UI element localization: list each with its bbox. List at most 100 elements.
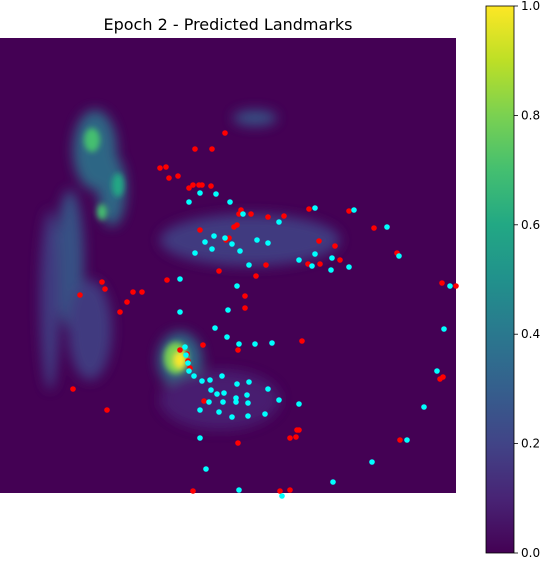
landmark-point	[328, 267, 334, 273]
landmark-point	[212, 325, 218, 331]
landmark-point	[277, 488, 283, 494]
landmark-point	[265, 386, 271, 392]
landmark-point	[183, 352, 189, 358]
landmark-point	[209, 146, 215, 152]
landmark-point	[77, 292, 83, 298]
landmark-point	[197, 407, 203, 413]
chart-title: Epoch 2 - Predicted Landmarks	[104, 15, 353, 34]
colorbar-tick-label: 0.8	[521, 108, 540, 122]
landmark-point	[216, 409, 222, 415]
landmark-point	[190, 488, 196, 494]
colorbar-tick-label: 0.6	[521, 218, 540, 232]
landmark-point	[201, 398, 207, 404]
landmark-point	[199, 182, 205, 188]
colorbar-tick-label: 1.0	[521, 0, 540, 13]
landmark-point	[236, 341, 242, 347]
landmark-point	[236, 211, 242, 217]
landmark-point	[229, 414, 235, 420]
landmark-point	[70, 386, 76, 392]
landmark-point	[197, 227, 203, 233]
landmark-point	[224, 334, 230, 340]
landmark-point	[351, 207, 357, 213]
landmark-point	[299, 338, 305, 344]
colorbar-ticks: 0.0 0.2 0.4 0.6 0.8 1.0	[514, 0, 540, 560]
landmark-point	[421, 404, 427, 410]
colorbar-gradient	[485, 5, 515, 554]
landmark-point	[164, 277, 170, 283]
landmark-point	[222, 130, 228, 136]
landmark-point	[157, 165, 163, 171]
landmark-point	[221, 390, 227, 396]
colorbar-tick-label: 0.4	[521, 327, 540, 341]
heatmap-glow-hot	[84, 128, 188, 374]
landmark-point	[200, 342, 206, 348]
landmark-point	[186, 368, 192, 374]
landmark-point	[329, 255, 335, 261]
landmark-point	[434, 368, 440, 374]
landmark-point	[287, 487, 293, 493]
landmark-point	[117, 309, 123, 315]
landmark-point	[235, 347, 241, 353]
landmark-point	[276, 219, 282, 225]
landmark-point	[397, 437, 403, 443]
heatmap-image	[0, 38, 456, 493]
landmark-point	[242, 293, 248, 299]
landmark-point	[296, 427, 302, 433]
landmark-point	[190, 182, 196, 188]
landmark-point	[231, 224, 237, 230]
landmark-point	[248, 211, 254, 217]
landmark-point	[124, 299, 130, 305]
landmark-point	[252, 341, 258, 347]
predicted-landmarks-cyan	[177, 190, 453, 499]
landmark-point	[453, 283, 459, 289]
landmark-point	[206, 399, 212, 405]
landmark-point	[130, 289, 136, 295]
landmark-point	[309, 263, 315, 269]
landmark-point	[316, 238, 322, 244]
landmark-point	[279, 493, 285, 499]
landmark-point	[293, 434, 299, 440]
landmark-point	[192, 250, 198, 256]
landmark-point	[166, 175, 172, 181]
landmark-point	[262, 411, 268, 417]
landmark-point	[276, 397, 282, 403]
landmark-point	[182, 344, 188, 350]
landmark-point	[281, 213, 287, 219]
landmark-point	[214, 391, 220, 397]
landmark-point	[175, 173, 181, 179]
landmark-point	[209, 246, 215, 252]
landmark-point	[265, 240, 271, 246]
landmark-point	[186, 199, 192, 205]
landmark-point	[269, 340, 275, 346]
scatter-series	[70, 130, 459, 499]
landmark-point	[227, 199, 233, 205]
landmark-point	[439, 280, 445, 286]
colorbar-tick-label: 0.0	[521, 546, 540, 560]
landmark-point	[104, 407, 110, 413]
landmark-point	[346, 264, 352, 270]
landmark-point	[234, 283, 240, 289]
landmark-point	[396, 253, 402, 259]
landmark-point	[296, 401, 302, 407]
landmark-point	[211, 233, 217, 239]
landmark-point	[337, 257, 343, 263]
landmark-point	[177, 276, 183, 282]
landmark-point	[296, 257, 302, 263]
landmark-point	[317, 261, 323, 267]
landmark-point	[246, 379, 252, 385]
landmark-point	[447, 283, 453, 289]
landmark-point	[369, 459, 375, 465]
landmark-point	[192, 146, 198, 152]
colorbar: 0.0 0.2 0.4 0.6 0.8 1.0	[485, 0, 540, 560]
landmark-point	[208, 387, 214, 393]
landmark-point	[203, 466, 209, 472]
landmark-point	[225, 307, 231, 313]
landmark-point	[404, 437, 410, 443]
landmark-point	[384, 224, 390, 230]
landmark-point	[312, 251, 318, 257]
landmark-point	[229, 241, 235, 247]
landmark-point	[244, 392, 250, 398]
landmark-point	[287, 435, 293, 441]
landmark-point	[254, 237, 260, 243]
